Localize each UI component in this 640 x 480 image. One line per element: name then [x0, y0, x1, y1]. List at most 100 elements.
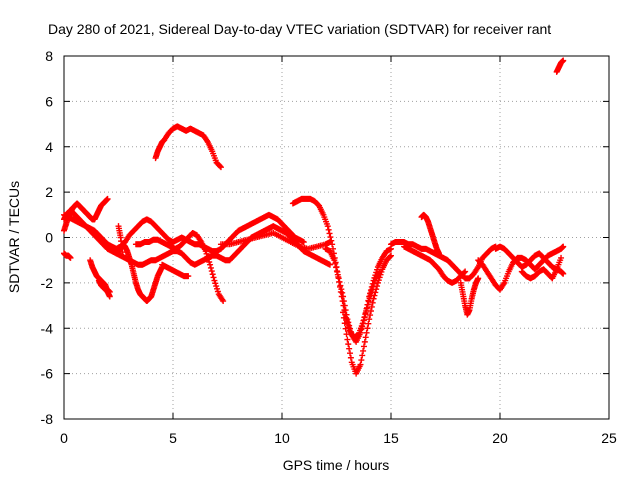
series-segment-6	[95, 277, 113, 295]
data-point	[214, 285, 221, 292]
data-point	[207, 261, 214, 268]
data-point	[374, 279, 381, 286]
data-point	[342, 325, 349, 332]
data-point	[210, 274, 217, 281]
data-point	[202, 248, 209, 255]
y-tick-label: -2	[41, 275, 54, 291]
series-segment-14	[322, 245, 394, 345]
data-point	[462, 268, 469, 275]
data-point	[461, 269, 468, 276]
data-series	[61, 57, 567, 377]
data-point	[475, 275, 482, 282]
x-tick-labels: 0 5 10 15 20 25	[60, 430, 617, 446]
data-point	[345, 319, 352, 326]
series-segment-8	[115, 223, 126, 259]
data-point	[324, 223, 331, 230]
data-point	[365, 297, 372, 304]
data-point	[362, 309, 369, 316]
data-point	[560, 243, 567, 250]
series-segment-4	[61, 250, 74, 261]
y-tick-label: -6	[41, 366, 54, 382]
data-point	[333, 264, 340, 271]
x-tick-label: 10	[274, 430, 290, 446]
data-point	[220, 298, 227, 305]
data-point	[560, 270, 567, 277]
data-point	[344, 336, 351, 343]
data-point	[358, 326, 365, 333]
y-tick-labels: -8 -6 -4 -2 0 2 4 6 8	[41, 48, 54, 427]
y-tick-label: 0	[45, 230, 53, 246]
data-point	[340, 314, 347, 321]
data-point	[327, 234, 334, 241]
series-segment-22	[518, 254, 565, 282]
data-point	[368, 283, 375, 290]
data-point	[345, 341, 352, 348]
series-segment-15	[340, 252, 394, 377]
data-point	[325, 226, 332, 233]
data-point	[326, 230, 333, 237]
data-point	[370, 295, 377, 302]
data-point	[336, 278, 343, 285]
axis-ticks	[63, 55, 610, 420]
series-segment-11	[152, 123, 224, 171]
data-point	[343, 331, 350, 338]
data-point	[361, 313, 368, 320]
data-point	[363, 305, 370, 312]
x-axis-label: GPS time / hours	[283, 457, 390, 473]
data-point	[373, 269, 380, 276]
data-point	[347, 328, 354, 335]
data-point	[364, 325, 371, 332]
data-point	[341, 302, 348, 309]
grid-lines	[64, 56, 609, 419]
data-point	[340, 309, 347, 316]
data-point	[360, 347, 367, 354]
data-point	[366, 316, 373, 323]
data-point	[334, 271, 341, 278]
data-point	[329, 241, 336, 248]
data-point	[106, 288, 113, 295]
data-point	[331, 257, 338, 264]
x-tick-label: 5	[169, 430, 177, 446]
data-point	[367, 287, 374, 294]
data-point	[335, 275, 342, 282]
data-point	[372, 272, 379, 279]
data-point	[217, 164, 224, 171]
data-point	[372, 289, 379, 296]
data-point	[370, 277, 377, 284]
data-point	[206, 259, 213, 266]
y-tick-label: -8	[41, 411, 54, 427]
series-segment-12	[217, 229, 333, 252]
data-point	[347, 354, 354, 361]
data-point	[344, 316, 351, 323]
data-point	[368, 303, 375, 310]
data-point	[346, 322, 353, 329]
data-point	[361, 338, 368, 345]
data-point	[209, 271, 216, 278]
data-point	[357, 329, 364, 336]
data-point	[300, 239, 307, 246]
data-point	[373, 286, 380, 293]
data-point	[337, 282, 344, 289]
data-point	[367, 290, 374, 297]
data-point	[362, 334, 369, 341]
x-tick-label: 20	[492, 430, 508, 446]
data-point	[367, 312, 374, 319]
data-point	[360, 343, 367, 350]
x-tick-label: 15	[383, 430, 399, 446]
data-point	[343, 311, 350, 318]
data-point	[204, 253, 211, 260]
data-point	[365, 320, 372, 327]
data-point	[208, 268, 215, 275]
data-point	[359, 352, 366, 359]
series-segment-7	[113, 241, 166, 305]
series-segment-19	[457, 275, 482, 318]
data-point	[387, 253, 394, 260]
data-point	[369, 280, 376, 287]
data-point	[558, 254, 565, 261]
data-point	[340, 293, 347, 300]
data-point	[212, 280, 219, 287]
x-tick-label: 25	[601, 430, 617, 446]
data-point	[359, 323, 366, 330]
data-point	[357, 361, 364, 368]
